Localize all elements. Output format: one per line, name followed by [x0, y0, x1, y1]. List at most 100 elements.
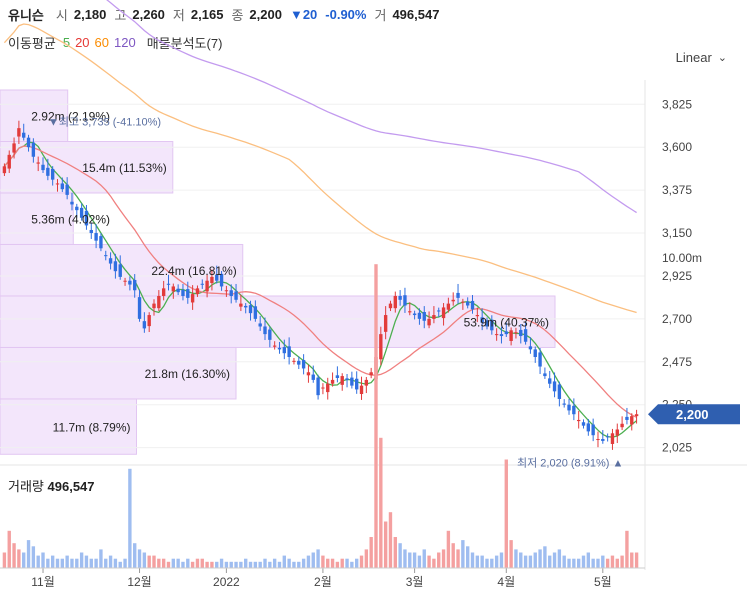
volume-bar	[485, 558, 489, 568]
candle	[519, 324, 523, 344]
candle-body	[133, 279, 137, 291]
candle	[108, 252, 113, 270]
volume-bar	[523, 555, 528, 568]
volume-bar	[142, 552, 147, 568]
volume-profile-label: 5.36m (4.02%)	[31, 213, 110, 227]
candle	[282, 339, 286, 360]
volume-bar	[359, 555, 364, 568]
volume-bar	[133, 543, 137, 568]
volume-bar	[137, 549, 142, 568]
candle-body	[576, 419, 581, 422]
volume-bar	[277, 561, 282, 568]
moving-average-title[interactable]: 이동평균	[8, 36, 56, 51]
candle-body	[475, 315, 480, 317]
volume-bar	[50, 555, 55, 568]
candle-body	[200, 283, 204, 285]
volume-bar	[282, 555, 286, 568]
volume-bar	[475, 555, 480, 568]
candle-body	[26, 137, 31, 148]
volume-bar	[147, 555, 151, 568]
ma-20-label[interactable]: 20	[75, 35, 90, 50]
candle-body	[557, 384, 562, 399]
candle-body	[55, 183, 60, 185]
ma-5-label[interactable]: 5	[62, 35, 71, 50]
candle	[350, 371, 354, 389]
candle-body	[224, 290, 229, 292]
candle-body	[316, 377, 320, 396]
volume-profile-toggle[interactable]: 매물분석도(7)	[146, 36, 223, 51]
candle-body	[75, 206, 79, 211]
x-tick-label: 2월	[314, 575, 332, 589]
ma-120-label[interactable]: 120	[114, 35, 136, 50]
volume-bar	[200, 558, 204, 568]
scale-label: Linear	[675, 50, 712, 65]
candle	[99, 233, 103, 252]
open-value: 2,180	[73, 6, 107, 22]
volume-bar	[615, 558, 619, 568]
volume-bar	[94, 558, 98, 568]
volume-bar	[499, 552, 504, 568]
candle	[364, 377, 369, 394]
candle	[89, 222, 93, 239]
low-annotation: 최저 2,020 (8.91%) ▲	[517, 457, 623, 470]
candle-body	[12, 143, 16, 153]
candle	[171, 283, 176, 299]
low-label: 저	[172, 7, 185, 23]
candle	[292, 357, 296, 365]
candle	[393, 291, 397, 313]
x-tick-label: 4월	[497, 575, 515, 589]
candle	[229, 284, 233, 304]
candle	[268, 326, 272, 348]
ma-60-label[interactable]: 60	[94, 35, 110, 50]
candle-body	[89, 229, 93, 234]
y-tick-label: 2,475	[662, 355, 692, 369]
candle-body	[408, 311, 412, 313]
candle-body	[470, 300, 475, 310]
current-price-label: 2,200	[676, 407, 709, 422]
candle-body	[60, 183, 65, 190]
candle	[567, 398, 571, 415]
candle	[157, 290, 161, 312]
candle	[65, 177, 69, 200]
volume-profile-label: 53.9m (40.37%)	[464, 316, 549, 330]
candle-body	[427, 318, 431, 326]
candle	[161, 280, 166, 301]
candle-body	[514, 332, 518, 334]
volume-value: 496,547	[392, 6, 440, 22]
volume-bar	[195, 558, 200, 568]
candle	[263, 317, 267, 341]
moving-average-lines	[3, 0, 638, 438]
candle-body	[219, 273, 224, 287]
volume-bar	[248, 561, 253, 568]
volume-bar	[340, 558, 344, 568]
candle	[456, 283, 460, 304]
volume-bar	[470, 552, 475, 568]
candle-body	[480, 317, 484, 323]
volume-bar	[301, 558, 306, 568]
volume-bar	[630, 552, 634, 568]
high-annotation: ▼최고 3,735 (-41.10%)	[48, 115, 161, 128]
candle	[557, 381, 562, 407]
volume-bar	[350, 561, 354, 568]
candle-body	[548, 378, 552, 384]
volume-bar	[364, 549, 369, 568]
candle	[330, 372, 335, 387]
volume-bar	[89, 558, 93, 568]
candlesticks	[2, 120, 639, 450]
candle	[538, 348, 542, 374]
ma-120-line	[106, 0, 637, 214]
candle	[142, 312, 147, 333]
candle	[200, 279, 204, 289]
candle	[586, 418, 591, 436]
candle	[437, 307, 441, 318]
volume-bar	[171, 558, 176, 568]
volume-bar	[422, 549, 426, 568]
volume-bar	[557, 549, 562, 568]
candle	[215, 265, 219, 284]
candle-body	[523, 329, 528, 342]
scale-selector[interactable]: Linear ⌄	[676, 50, 727, 65]
candle	[287, 337, 291, 365]
candle	[79, 203, 84, 221]
candle-body	[538, 352, 542, 367]
